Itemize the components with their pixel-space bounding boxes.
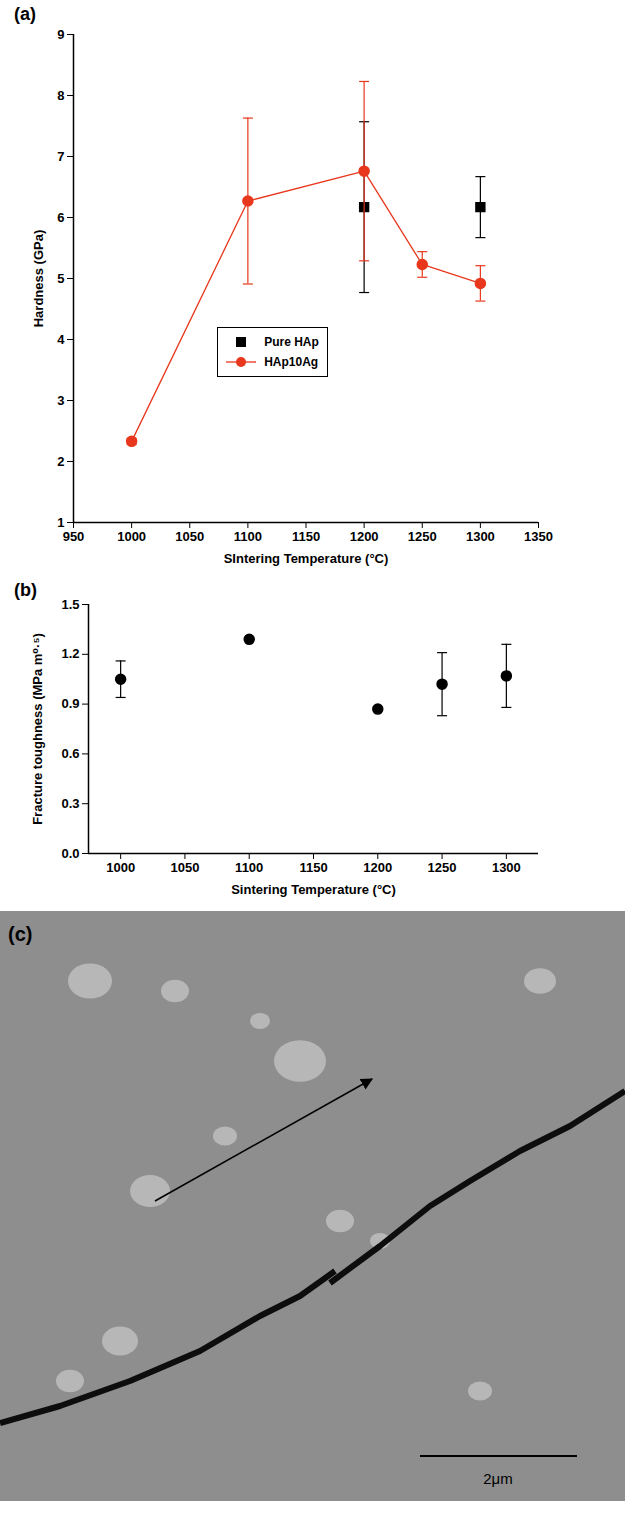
svg-text:1300: 1300 <box>466 529 495 544</box>
svg-text:2: 2 <box>57 454 64 469</box>
svg-text:1100: 1100 <box>235 860 263 875</box>
svg-text:1250: 1250 <box>428 860 457 875</box>
svg-text:3: 3 <box>57 393 64 408</box>
svg-text:0.6: 0.6 <box>61 746 79 761</box>
html-text:(b): (b) <box>14 580 37 600</box>
svg-text:1200: 1200 <box>350 529 379 544</box>
svg-text:1250: 1250 <box>408 529 437 544</box>
svg-text:5: 5 <box>57 271 64 286</box>
svg-text:0.3: 0.3 <box>61 796 79 811</box>
html-text:(a): (a) <box>14 4 36 24</box>
svg-text:7: 7 <box>57 149 64 164</box>
svg-text:1350: 1350 <box>524 529 553 544</box>
svg-text:1000: 1000 <box>117 529 146 544</box>
svg-text:1: 1 <box>57 515 64 530</box>
svg-text:1150: 1150 <box>299 860 327 875</box>
svg-text:SIntering Temperature (°C): SIntering Temperature (°C) <box>224 551 389 566</box>
svg-text:2μm: 2μm <box>483 1470 512 1487</box>
svg-text:950: 950 <box>63 529 85 544</box>
svg-text:1200: 1200 <box>363 860 392 875</box>
svg-text:1.2: 1.2 <box>61 646 79 661</box>
svg-text:1050: 1050 <box>175 529 204 544</box>
svg-text:0.9: 0.9 <box>61 696 79 711</box>
svg-text:9: 9 <box>57 27 64 42</box>
svg-text:4: 4 <box>57 332 65 347</box>
svg-text:Sintering Temperature (°C): Sintering Temperature (°C) <box>231 882 396 897</box>
svg-text:8: 8 <box>57 88 64 103</box>
svg-text:1.5: 1.5 <box>61 597 79 612</box>
svg-text:1150: 1150 <box>292 529 320 544</box>
svg-text:Fracture toughness (MPa m⁰·⁵): Fracture toughness (MPa m⁰·⁵) <box>30 633 45 825</box>
svg-text:(c): (c) <box>8 923 32 945</box>
svg-text:1100: 1100 <box>234 529 262 544</box>
svg-text:1050: 1050 <box>170 860 199 875</box>
svg-text:1300: 1300 <box>492 860 521 875</box>
svg-text:6: 6 <box>57 210 64 225</box>
html-text:HAp10Ag: HAp10Ag <box>264 354 319 369</box>
html-text:Pure HAp: Pure HAp <box>264 334 319 349</box>
svg-text:1000: 1000 <box>106 860 135 875</box>
svg-text:Hardness (GPa): Hardness (GPa) <box>31 230 46 328</box>
svg-text:0.0: 0.0 <box>61 846 79 861</box>
